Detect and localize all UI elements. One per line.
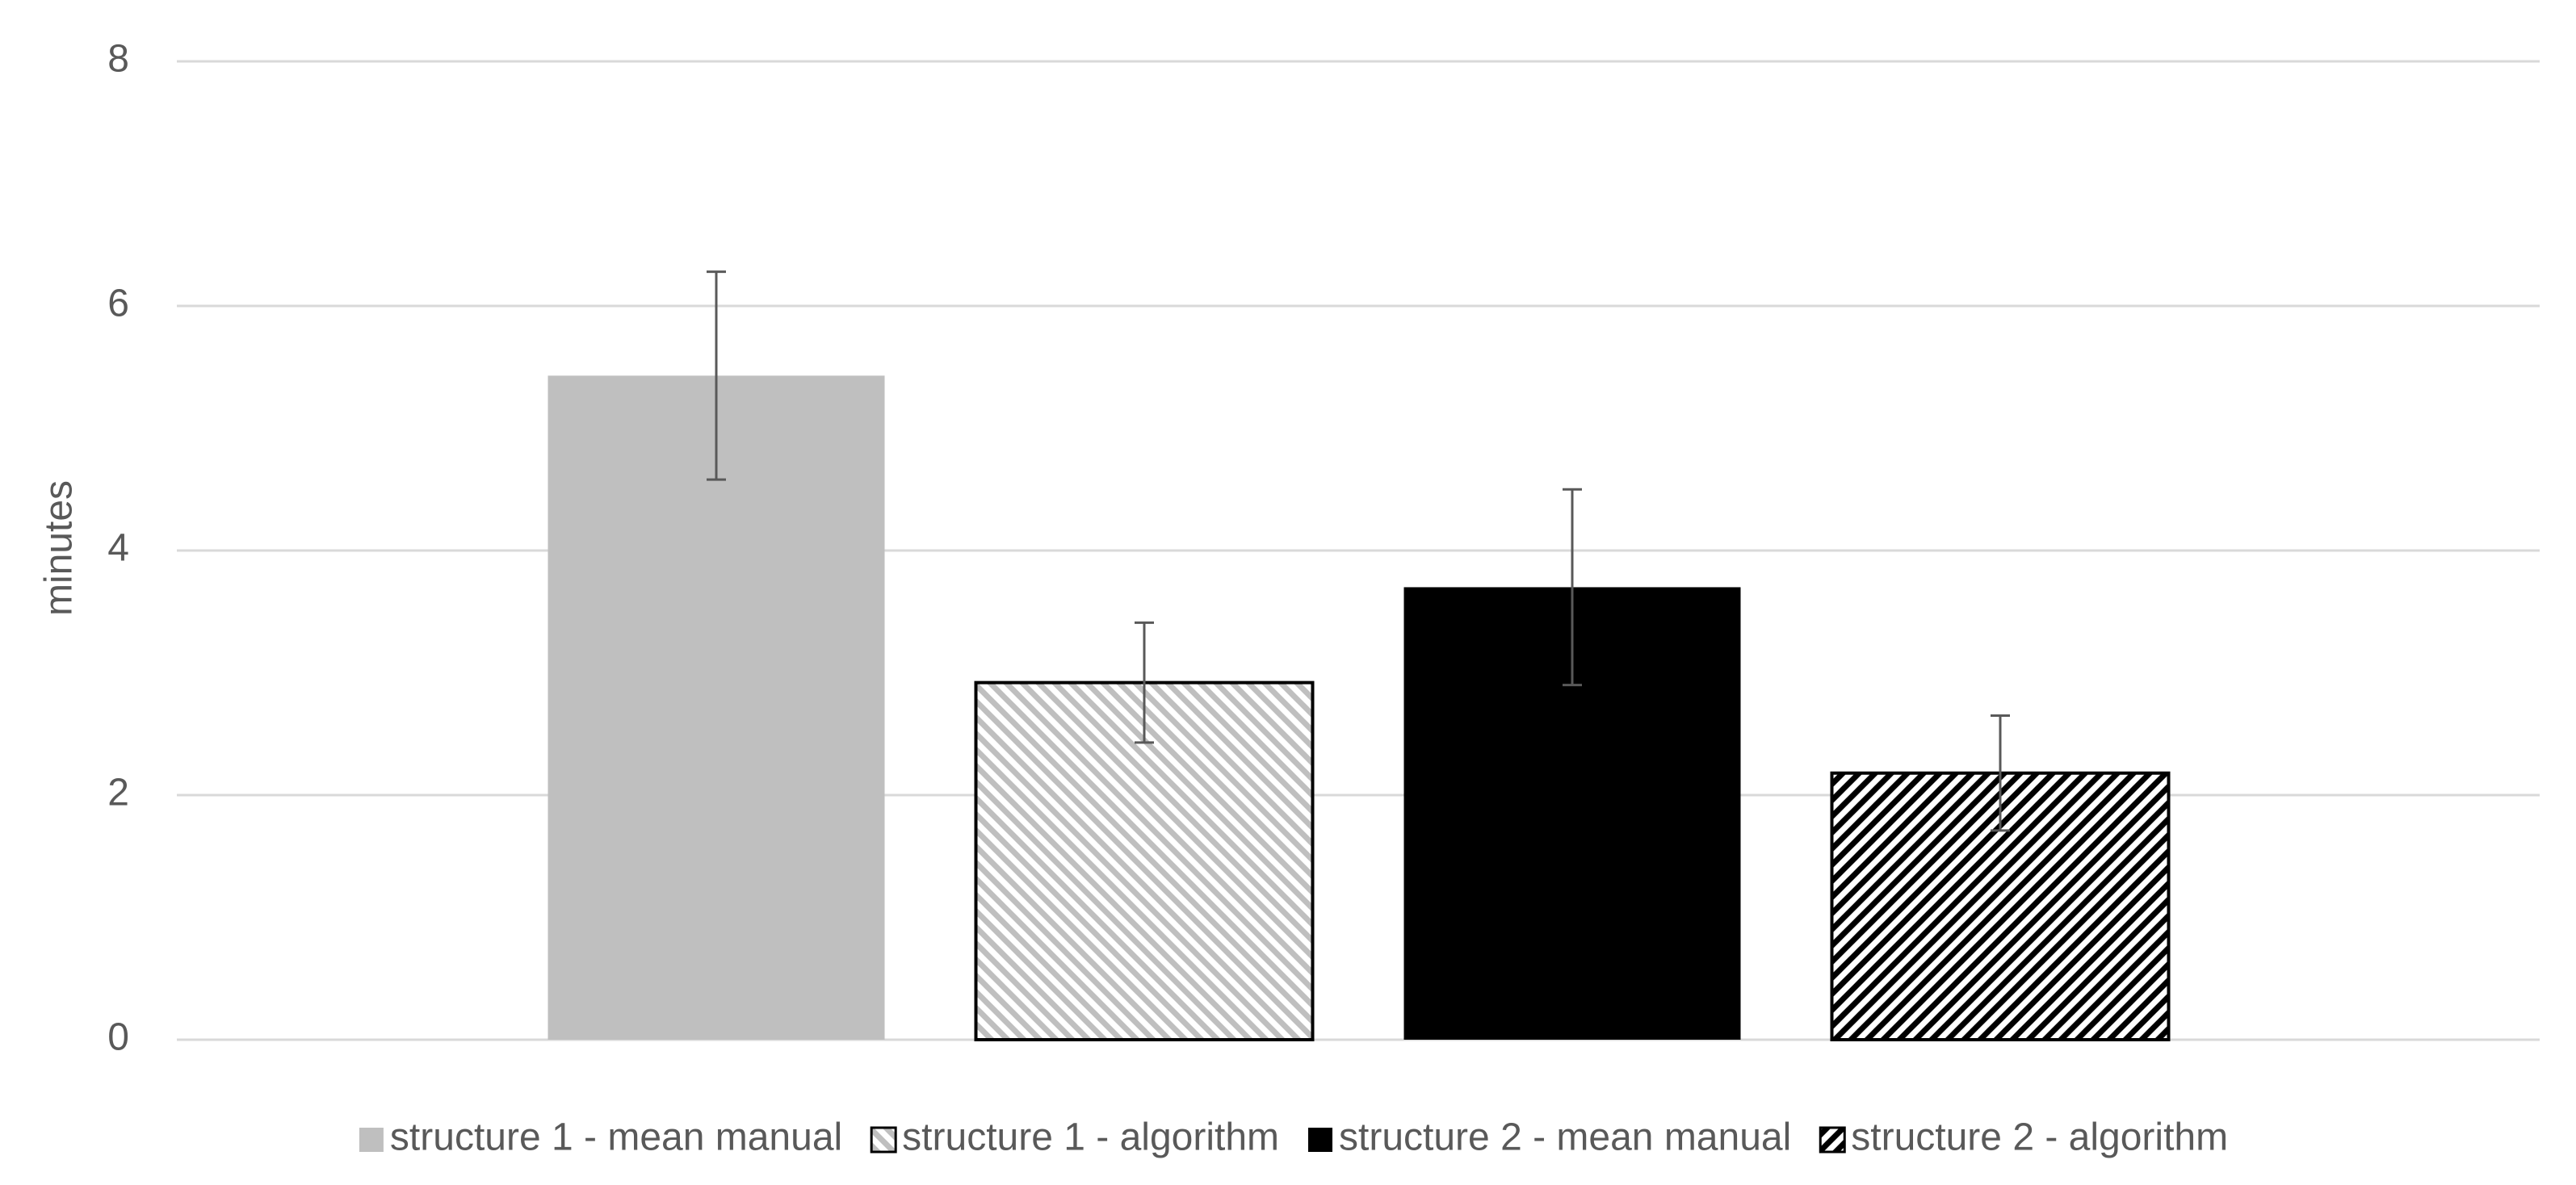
error-bar [1135,621,1154,744]
legend-marker [1819,1126,1846,1154]
legend-marker [359,1128,384,1152]
y-tick-label: 0 [107,1016,129,1059]
legend-label: structure 1 - algorithm [902,1116,1279,1159]
y-tick-label: 6 [107,283,129,325]
error-bar [1991,714,2010,832]
error-bar [707,270,726,481]
y-tick-label: 4 [107,527,129,570]
error-bar [1563,488,1582,687]
legend-item: structure 2 - algorithm [1819,1116,2228,1159]
legend-label: structure 1 - mean manual [390,1116,842,1159]
legend-label: structure 2 - mean manual [1339,1116,1791,1159]
legend-marker [1308,1128,1332,1152]
bar [548,375,885,1041]
legend-item: structure 1 - algorithm [870,1116,1279,1159]
legend-label: structure 2 - algorithm [1851,1116,2228,1159]
y-tick-label: 8 [107,38,129,81]
y-tick-label: 2 [107,772,129,814]
legend-marker [870,1126,897,1154]
legend-item: structure 2 - mean manual [1308,1116,1791,1159]
legend-item: structure 1 - mean manual [359,1116,842,1159]
y-axis-label: minutes [38,480,81,616]
